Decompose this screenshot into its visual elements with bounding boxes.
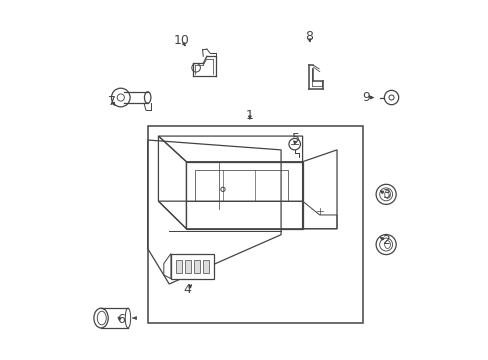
Text: 7: 7	[107, 95, 116, 108]
Bar	[185, 260, 190, 273]
Text: 5: 5	[292, 132, 300, 145]
Bar	[147, 126, 362, 323]
Text: 8: 8	[305, 30, 312, 43]
Bar	[176, 260, 182, 273]
Bar	[203, 260, 208, 273]
Text: 4: 4	[183, 283, 191, 296]
Bar	[171, 253, 214, 279]
Text: 9: 9	[362, 91, 369, 104]
Bar	[194, 260, 199, 273]
Text: 10: 10	[173, 33, 189, 47]
Text: 1: 1	[245, 109, 253, 122]
Text: 3: 3	[382, 188, 389, 201]
Text: 6: 6	[117, 313, 124, 327]
Text: 2: 2	[382, 234, 389, 247]
